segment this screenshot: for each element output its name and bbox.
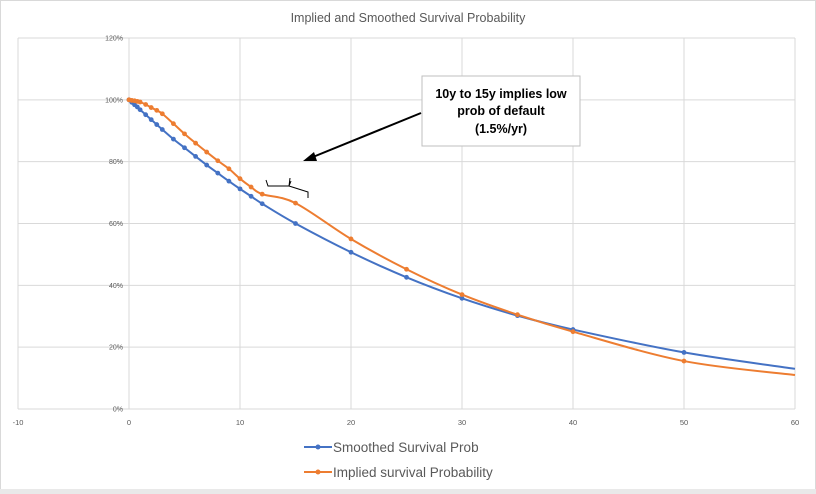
point-implied [193, 140, 199, 146]
annotation-box [421, 75, 581, 147]
point-implied [237, 176, 243, 182]
y-tick-label: 100% [105, 97, 123, 104]
point-implied [148, 105, 154, 110]
point-smoothed [681, 350, 687, 355]
point-implied [681, 358, 687, 364]
point-smoothed [404, 274, 409, 280]
point-smoothed [215, 170, 221, 176]
legend: Smoothed Survival Prob Implied survival … [304, 440, 493, 480]
x-tick-label: 30 [458, 418, 466, 427]
x-tick-label: 40 [569, 418, 577, 427]
annotation-bracket [265, 177, 309, 198]
annotation-arrowhead [303, 152, 317, 161]
x-tick-label: 50 [680, 418, 688, 427]
y-tick-label: 0% [113, 407, 123, 414]
annotation-line-1: 10y to 15y implies low [435, 87, 567, 101]
point-smoothed [171, 136, 176, 142]
point-smoothed [226, 178, 232, 184]
point-smoothed [459, 295, 465, 301]
point-smoothed [248, 193, 254, 199]
y-tick-label: 40% [109, 283, 123, 290]
point-smoothed [193, 154, 199, 159]
legend-marker-smoothed [315, 444, 321, 450]
point-smoothed [154, 122, 160, 127]
point-smoothed [293, 221, 298, 226]
point-implied [204, 149, 210, 155]
point-implied [348, 236, 354, 242]
x-tick-label: -10 [13, 418, 24, 427]
point-implied [137, 99, 143, 105]
x-tick-label: 60 [791, 418, 799, 427]
point-smoothed [204, 162, 210, 168]
legend-label-implied: Implied survival Probability [333, 465, 493, 480]
x-tick-label: 0 [127, 418, 131, 427]
y-tick-label: 60% [109, 221, 123, 228]
y-tick-label: 20% [109, 345, 123, 352]
point-smoothed [143, 112, 149, 118]
point-implied [171, 121, 176, 127]
point-smoothed [259, 201, 265, 207]
x-tick-label: 10 [236, 418, 244, 427]
y-tick-label: 80% [109, 159, 123, 166]
x-axis: -10 0 10 20 30 40 50 60 [13, 418, 800, 427]
plot-series [126, 97, 796, 376]
legend-marker-implied [315, 469, 321, 475]
x-tick-label: 20 [347, 418, 355, 427]
point-implied [143, 102, 149, 107]
point-implied [226, 166, 232, 172]
y-tick-label: 120% [105, 36, 123, 43]
point-implied [215, 158, 221, 164]
point-smoothed [137, 107, 143, 113]
point-implied [159, 111, 165, 117]
point-smoothed [148, 117, 154, 123]
window-bottom-strip [0, 489, 816, 494]
point-implied [154, 107, 160, 113]
point-implied [515, 312, 520, 318]
point-implied [293, 200, 298, 206]
point-implied [570, 329, 576, 335]
annotation-line-3: (1.5%/yr) [475, 122, 527, 136]
chart-title: Implied and Smoothed Survival Probabilit… [291, 11, 527, 25]
point-smoothed [237, 186, 243, 192]
point-smoothed [348, 249, 354, 255]
point-smoothed [159, 127, 165, 132]
point-implied [182, 131, 187, 137]
annotation-line-2: prob of default [457, 104, 545, 118]
y-axis: 0% 20% 40% 60% 80% 100% 120% [105, 36, 123, 414]
legend-label-smoothed: Smoothed Survival Prob [333, 440, 479, 455]
point-implied [259, 191, 265, 197]
point-smoothed [182, 145, 187, 151]
point-implied [404, 266, 409, 272]
annotation-arrow [307, 112, 422, 160]
point-implied [459, 292, 465, 298]
point-implied [248, 184, 254, 190]
